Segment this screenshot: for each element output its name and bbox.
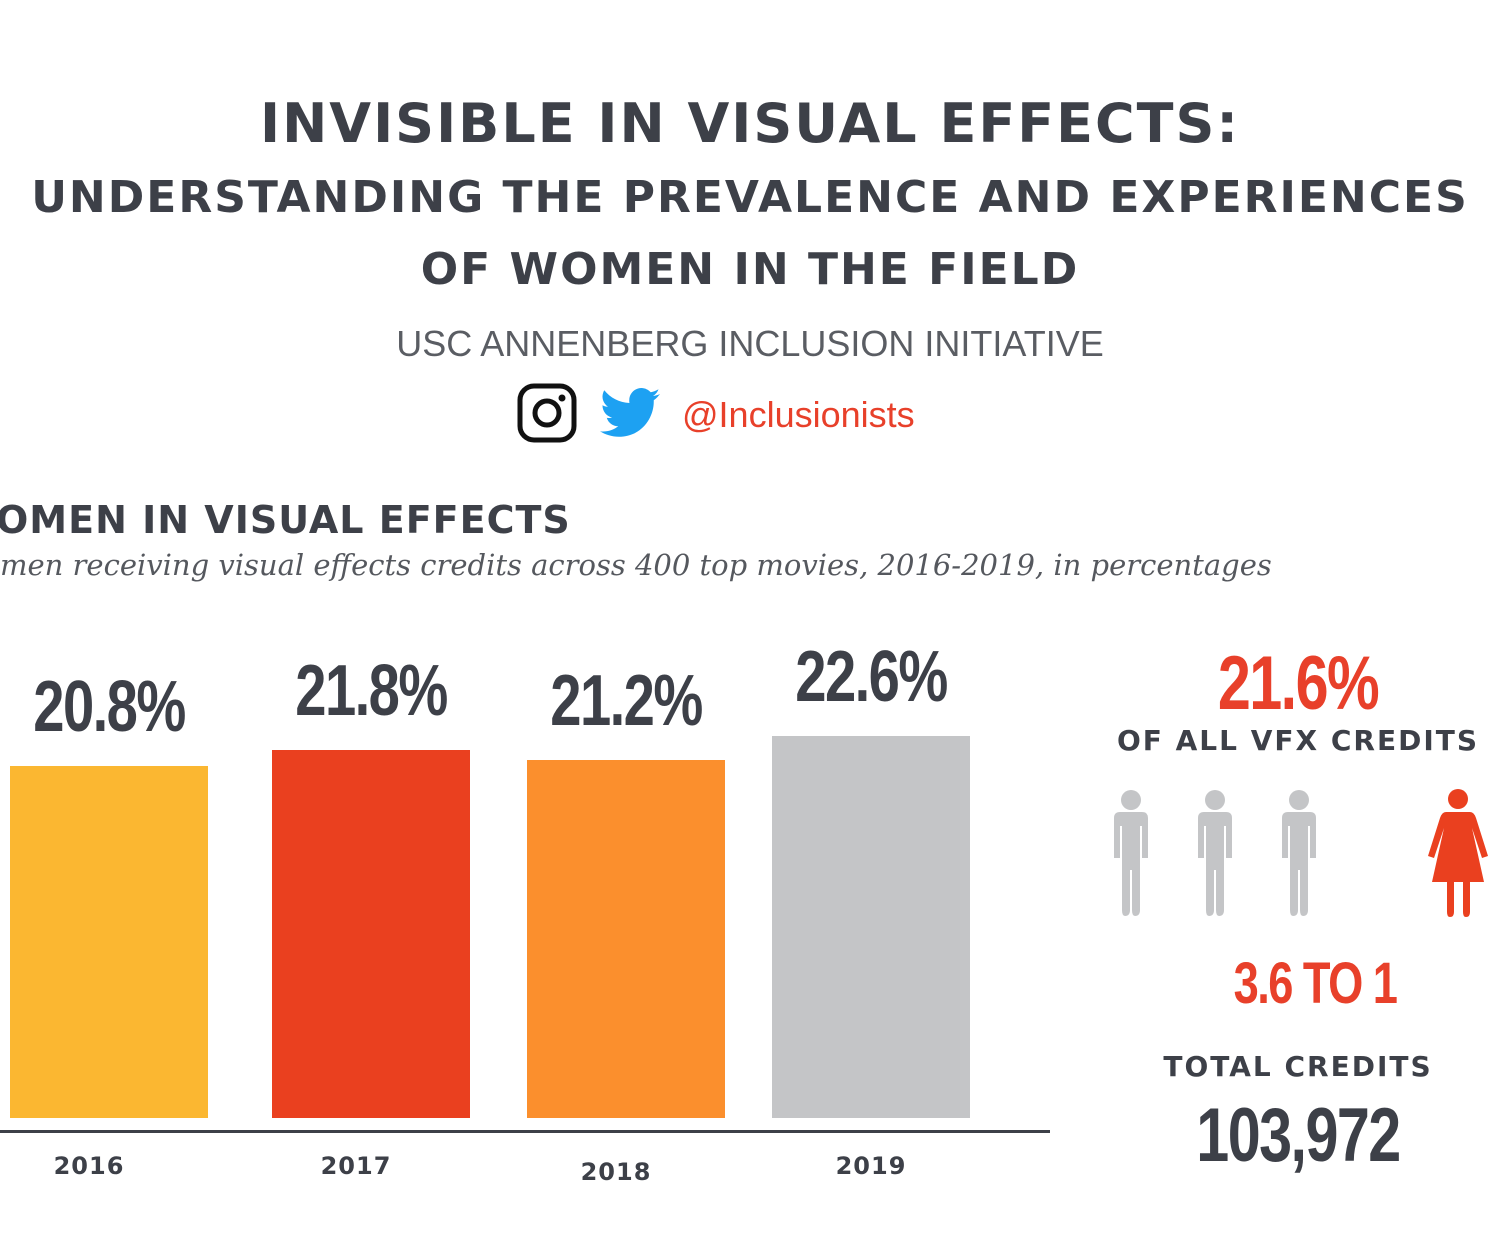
male-partial-icon xyxy=(1360,790,1378,916)
data-label: 21.2% xyxy=(550,660,703,741)
male-icon xyxy=(1198,790,1232,916)
x-tick-label: 2018 xyxy=(580,1158,652,1186)
total-credits-value: 103,972 xyxy=(1196,1093,1401,1178)
twitter-icon[interactable] xyxy=(600,388,660,442)
x-tick-label: 2016 xyxy=(53,1152,125,1180)
chart-title: OMEN IN VISUAL EFFECTS xyxy=(0,498,571,542)
bar-2017 xyxy=(272,749,470,1118)
ratio-text: 3.6 TO 1 xyxy=(1233,951,1398,1016)
x-tick-label: 2017 xyxy=(320,1152,392,1180)
bar-2016 xyxy=(10,766,208,1118)
social-handle[interactable]: @Inclusionists xyxy=(682,394,915,435)
overall-percentage: 21.6% xyxy=(1217,641,1380,726)
data-label: 20.8% xyxy=(33,667,186,748)
overall-caption: OF ALL VFX CREDITS xyxy=(1116,724,1480,757)
instagram-icon[interactable] xyxy=(516,382,578,448)
bar-2018 xyxy=(527,759,725,1118)
x-axis-line xyxy=(0,1130,1050,1133)
subtitle-line-1: UNDERSTANDING THE PREVALENCE AND EXPERIE… xyxy=(31,172,1469,223)
social-bar: @Inclusionists xyxy=(516,382,915,448)
ratio-pictogram xyxy=(1100,786,1500,930)
main-title: INVISIBLE IN VISUAL EFFECTS: xyxy=(260,92,1240,155)
total-credits-label: TOTAL CREDITS xyxy=(1163,1050,1433,1083)
data-label: 22.6% xyxy=(795,637,948,718)
male-icon xyxy=(1114,790,1148,916)
chart-subtitle: men receiving visual effects credits acr… xyxy=(0,548,1272,582)
bar-2019 xyxy=(772,736,970,1118)
female-icon xyxy=(1428,789,1488,917)
male-icon xyxy=(1282,790,1316,916)
organization: USC ANNENBERG INCLUSION INITIATIVE xyxy=(396,323,1104,364)
subtitle-line-2: OF WOMEN IN THE FIELD xyxy=(420,244,1080,295)
x-tick-label: 2019 xyxy=(835,1152,907,1180)
data-label: 21.8% xyxy=(295,650,448,731)
